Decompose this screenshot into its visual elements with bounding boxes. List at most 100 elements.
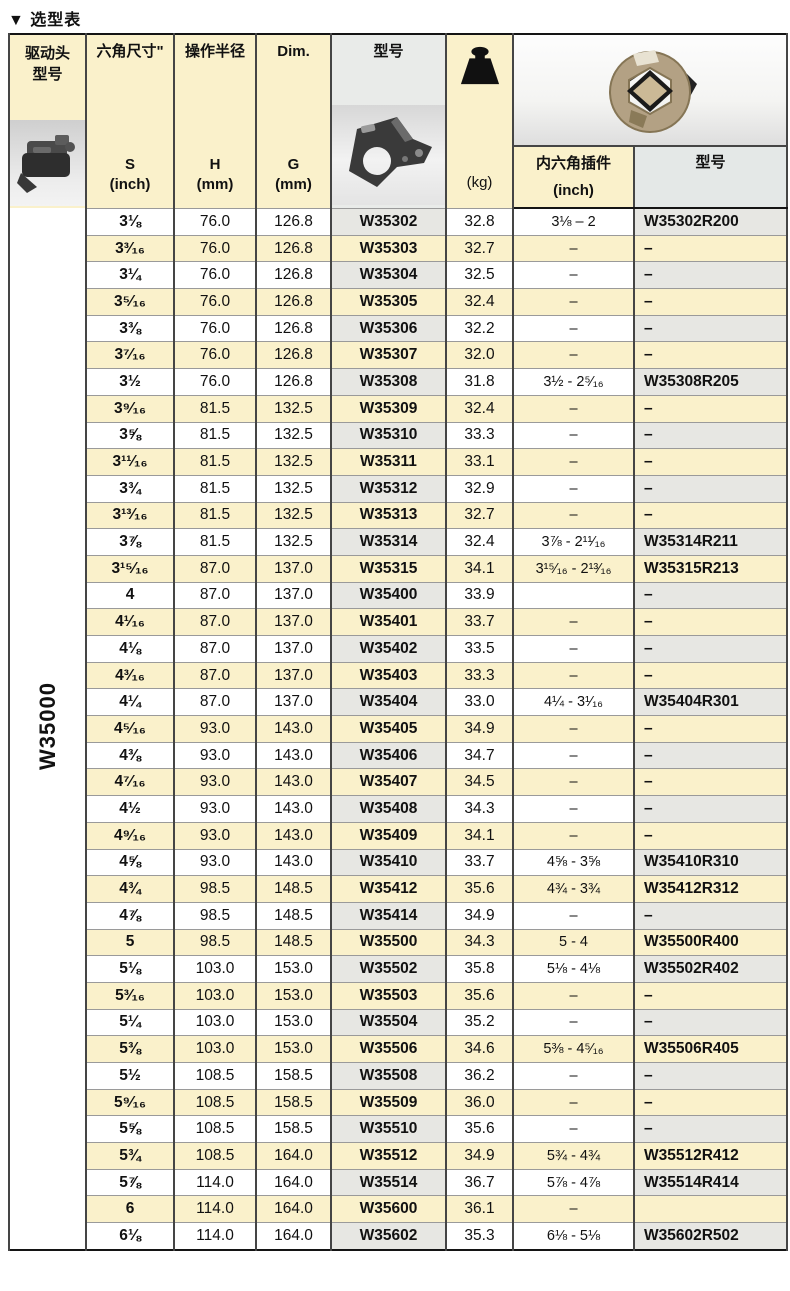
- cell-hex-size: 5: [85, 928, 175, 957]
- cell-insert-model: –: [633, 768, 788, 797]
- table-row: 3⁷⁄₁₆ 76.0 126.8 W35307 32.0 – –: [9, 341, 788, 370]
- cell-h-radius: 81.5: [173, 421, 257, 450]
- cell-weight: 34.6: [445, 1035, 514, 1063]
- cell-g-dim: 132.5: [255, 528, 332, 556]
- cell-hex-size: 3¹⁵⁄₁₆: [85, 554, 175, 583]
- cell-insert-model: –: [633, 981, 788, 1010]
- cell-weight: 36.2: [445, 1062, 514, 1090]
- cell-g-dim: 126.8: [255, 288, 332, 316]
- cell-hex-size: 3¾: [85, 474, 175, 503]
- cell-weight: 34.7: [445, 741, 514, 770]
- table-row: 3¹⁵⁄₁₆ 87.0 137.0 W35315 34.1 3¹⁵⁄₁₆ - 2…: [9, 554, 788, 583]
- table-row: 4⅞ 98.5 148.5 W35414 34.9 – –: [9, 901, 788, 930]
- header-kg-unit: (kg): [466, 174, 493, 192]
- cell-h-radius: 93.0: [173, 848, 257, 877]
- cell-hex-size: 4: [85, 581, 175, 610]
- cell-model: W35512: [330, 1142, 447, 1170]
- table-row: 4⁹⁄₁₆ 93.0 143.0 W35409 34.1 – –: [9, 821, 788, 850]
- cell-weight: 33.3: [445, 421, 514, 450]
- cell-insert-model: –: [633, 821, 788, 850]
- cell-insert-model: –: [633, 1088, 788, 1117]
- header-s-label: S: [124, 156, 135, 174]
- cell-h-radius: 87.0: [173, 554, 257, 583]
- table-row: 3⅞ 81.5 132.5 W35314 32.4 3⅞ - 2¹¹⁄₁₆ W3…: [9, 528, 788, 556]
- table-row: 4¼ 87.0 137.0 W35404 33.0 4¼ - 3¹⁄₁₆ W35…: [9, 688, 788, 717]
- cell-insert-model: –: [633, 1115, 788, 1144]
- cell-hex-size: 4³⁄₁₆: [85, 661, 175, 690]
- cell-insert-range: –: [512, 261, 635, 290]
- cell-insert-model: W35506R405: [633, 1035, 788, 1063]
- cell-h-radius: 93.0: [173, 821, 257, 850]
- cell-g-dim: 143.0: [255, 715, 332, 743]
- cell-h-radius: 103.0: [173, 981, 257, 1010]
- table-row: 4⁷⁄₁₆ 93.0 143.0 W35407 34.5 – –: [9, 768, 788, 797]
- cell-hex-size: 3³⁄₁₆: [85, 234, 175, 263]
- cell-hex-size: 4¹⁄₁₆: [85, 608, 175, 636]
- table-row: 4¾ 98.5 148.5 W35412 35.6 4¾ - 3¾ W35412…: [9, 875, 788, 903]
- cell-weight: 32.2: [445, 314, 514, 343]
- cell-weight: 34.3: [445, 795, 514, 823]
- cell-model: W35311: [330, 448, 447, 476]
- cell-model: W35503: [330, 981, 447, 1010]
- table-row: 3¹¹⁄₁₆ 81.5 132.5 W35311 33.1 – –: [9, 448, 788, 476]
- cell-insert-range: –: [512, 394, 635, 423]
- cell-insert-range: –: [512, 981, 635, 1010]
- hex-insert-photo: [515, 36, 785, 144]
- cell-weight: 35.6: [445, 1115, 514, 1144]
- cell-weight: 32.5: [445, 261, 514, 290]
- cell-model: W35506: [330, 1035, 447, 1063]
- cell-hex-size: 4⁷⁄₁₆: [85, 768, 175, 797]
- cell-h-radius: 81.5: [173, 474, 257, 503]
- cell-hex-size: 5⅝: [85, 1115, 175, 1144]
- cell-insert-range: 6⅛ - 5⅛: [512, 1222, 635, 1251]
- cell-model: W35407: [330, 768, 447, 797]
- table-row: 3⁵⁄₁₆ 76.0 126.8 W35305 32.4 – –: [9, 288, 788, 316]
- cell-hex-size: 4⅝: [85, 848, 175, 877]
- cell-model: W35306: [330, 314, 447, 343]
- cassette-photo: [333, 105, 444, 206]
- cell-insert-range: –: [512, 1062, 635, 1090]
- cell-insert-range: 4¾ - 3¾: [512, 875, 635, 903]
- cell-hex-size: 3⁵⁄₁₆: [85, 288, 175, 316]
- cell-model: W35502: [330, 955, 447, 983]
- cell-weight: 34.3: [445, 928, 514, 957]
- cell-insert-model: W35314R211: [633, 528, 788, 556]
- cell-weight: 34.9: [445, 901, 514, 930]
- table-body: W35000 3⅛ 76.0 126.8 W35302 32.8 3⅛ – 2 …: [8, 207, 788, 1251]
- table-row: 6⅛ 114.0 164.0 W35602 35.3 6⅛ - 5⅛ W3560…: [9, 1222, 788, 1251]
- drive-head-model-text: W35000: [34, 681, 60, 770]
- cell-weight: 32.8: [445, 207, 514, 236]
- cell-weight: 34.1: [445, 554, 514, 583]
- header-dim-label: Dim.: [277, 43, 310, 61]
- cell-h-radius: 98.5: [173, 928, 257, 957]
- cell-h-radius: 108.5: [173, 1088, 257, 1117]
- table-row: 5³⁄₁₆ 103.0 153.0 W35503 35.6 – –: [9, 981, 788, 1010]
- cell-weight: 34.1: [445, 821, 514, 850]
- cell-g-dim: 143.0: [255, 741, 332, 770]
- cell-hex-size: 5¼: [85, 1008, 175, 1037]
- cell-insert-model: –: [633, 741, 788, 770]
- cell-insert-range: –: [512, 741, 635, 770]
- cell-weight: 35.3: [445, 1222, 514, 1251]
- table-row: 4¹⁄₁₆ 87.0 137.0 W35401 33.7 – –: [9, 608, 788, 636]
- cell-h-radius: 81.5: [173, 394, 257, 423]
- cell-h-radius: 76.0: [173, 368, 257, 396]
- header-dim: Dim. G (mm): [255, 34, 332, 208]
- header-drive-line1: 驱动头: [24, 44, 70, 62]
- cell-insert-range: –: [512, 661, 635, 690]
- cell-weight: 33.7: [445, 848, 514, 877]
- cell-insert-range: –: [512, 314, 635, 343]
- cell-h-radius: 87.0: [173, 581, 257, 610]
- cell-weight: 36.7: [445, 1168, 514, 1197]
- cell-model: W35403: [330, 661, 447, 690]
- cell-model: W35307: [330, 341, 447, 370]
- cell-hex-size: 4⅞: [85, 901, 175, 930]
- cell-insert-model: [633, 1195, 788, 1224]
- cell-insert-range: 3⅞ - 2¹¹⁄₁₆: [512, 528, 635, 556]
- cell-model: W35305: [330, 288, 447, 316]
- cell-g-dim: 153.0: [255, 981, 332, 1010]
- cell-insert-model: –: [633, 581, 788, 610]
- cell-h-radius: 87.0: [173, 661, 257, 690]
- cell-weight: 33.3: [445, 661, 514, 690]
